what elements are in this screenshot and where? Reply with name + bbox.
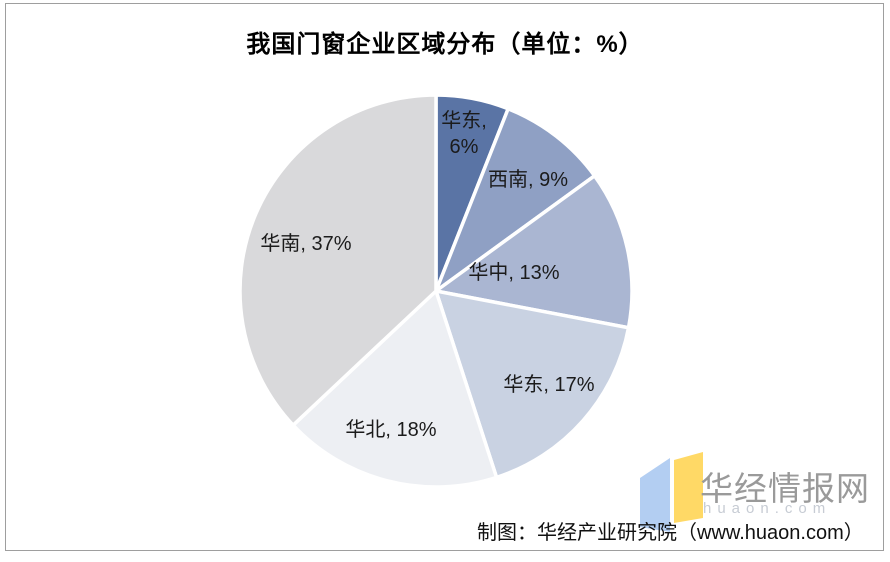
pie-slice-label: 华东, 6% [441, 109, 487, 158]
logo-right-page [674, 452, 703, 523]
pie-slice-label: 华南, 37% [260, 232, 351, 255]
pie-slice-华东-17pct [434, 289, 631, 480]
huaon-logo-icon [640, 452, 703, 532]
pie-slice-华南-37pct [238, 93, 438, 427]
logo-left-page [640, 458, 670, 532]
watermark-domain: huaon.com [703, 500, 832, 517]
pie-slice-label: 华中, 13% [468, 261, 559, 284]
pie-slice-label: 华东, 17% [503, 373, 594, 396]
pie-slice-label: 华北, 18% [345, 418, 436, 441]
attribution-text: 制图：华经产业研究院（www.huaon.com） [477, 522, 864, 544]
pie-slice-西南-9pct [434, 107, 597, 293]
pie-slice-华中-13pct [434, 174, 634, 330]
pie-slice-label: 西南, 9% [488, 168, 568, 191]
pie-slice-华北-18pct [291, 289, 499, 489]
chart-title: 我国门窗企业区域分布（单位：%） [246, 31, 644, 58]
watermark-site-name: 华经情报网 [700, 470, 870, 507]
